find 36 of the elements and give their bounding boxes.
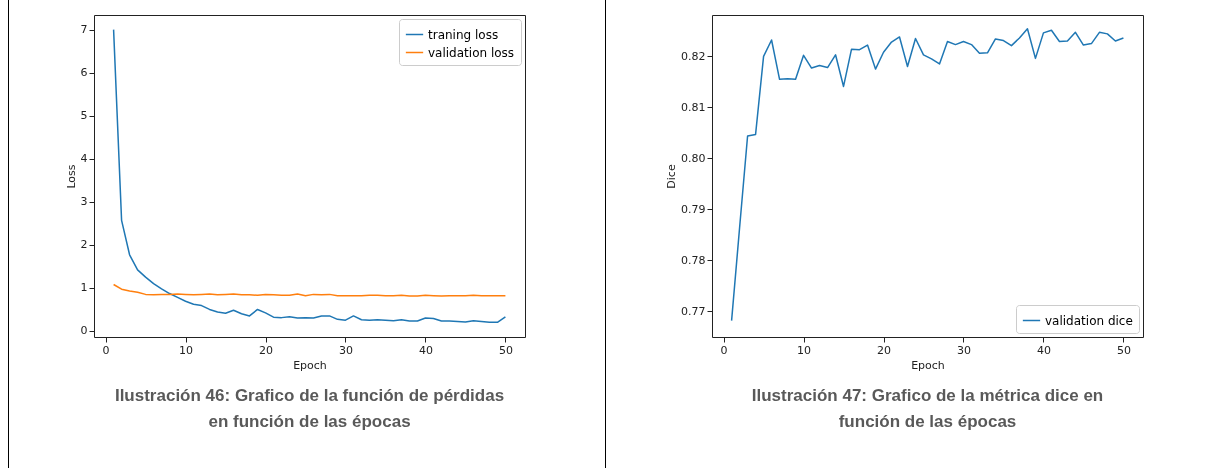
x-tick-label: 0 [720, 343, 728, 357]
y-tick-label: 4 [80, 152, 88, 166]
y-tick-label: 0.80 [681, 151, 706, 165]
text: Ilustración 47: Grafico de la métrica dice en función de las épocas [751, 386, 1104, 431]
x-tick-label: 20 [259, 343, 274, 357]
x-axis-title: Epoch [911, 358, 945, 372]
x-tick-label: 50 [498, 343, 513, 357]
y-tick-label: 0.79 [681, 202, 706, 216]
text: Ilustración 46: Grafico de la función de pérdidas en función de las épocas [114, 386, 505, 431]
x-tick-label: 40 [418, 343, 433, 357]
x-tick-label: 50 [1116, 343, 1131, 357]
y-tick-label: 1 [80, 281, 88, 295]
y-axis-title: Dice [665, 164, 679, 189]
x-tick-label: 30 [338, 343, 353, 357]
y-tick-label: 5 [80, 109, 88, 123]
y-tick-label: 0.81 [681, 100, 706, 114]
x-axis-title: Epoch [293, 358, 327, 372]
y-axis-title: Loss [64, 164, 78, 189]
y-tick-label: 2 [80, 238, 88, 252]
y-tick-label: 0.78 [681, 253, 706, 267]
legend-label: traning loss [428, 27, 499, 42]
x-tick-label: 40 [1036, 343, 1051, 357]
legend-label: validation dice [1045, 313, 1133, 328]
y-tick-label: 7 [80, 23, 88, 37]
x-tick-label: 10 [797, 343, 812, 357]
x-tick-label: 30 [956, 343, 971, 357]
line-series [112, 283, 507, 297]
y-tick-label: 3 [80, 195, 88, 209]
x-tick-label: 20 [877, 343, 892, 357]
x-tick-label: 10 [179, 343, 194, 357]
y-tick-label: 0.82 [681, 49, 706, 63]
y-tick-label: 6 [80, 66, 88, 80]
y-tick-label: 0.77 [681, 304, 706, 318]
legend-label: validation loss [428, 45, 515, 60]
y-tick-label: 0 [80, 324, 88, 338]
x-tick-label: 0 [102, 343, 110, 357]
